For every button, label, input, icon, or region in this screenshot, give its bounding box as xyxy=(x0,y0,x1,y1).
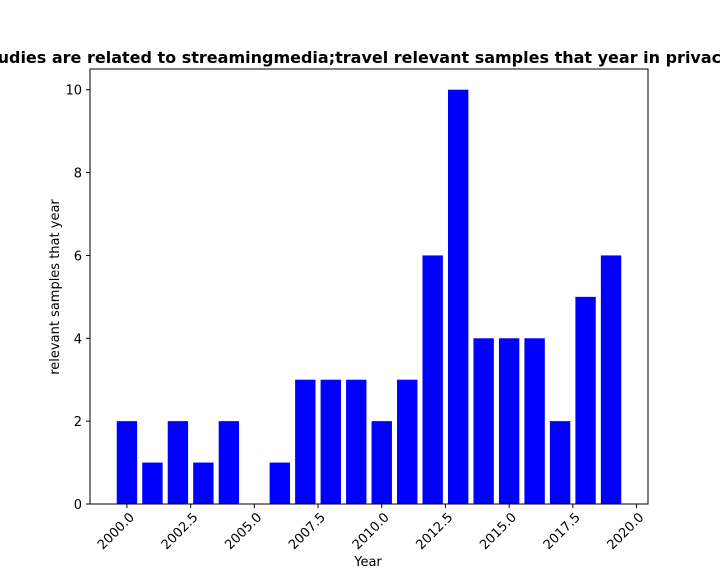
bar-2007 xyxy=(295,379,316,504)
bar-2018 xyxy=(575,296,596,504)
bar-2013 xyxy=(447,89,469,504)
x-tick-label: 2007.5 xyxy=(286,510,329,553)
x-tick-label: 2000.0 xyxy=(95,510,138,553)
plot-area: 0 2 4 6 8 10 2000.0 2002.5 2005.0 2007.5 2010.0 201… xyxy=(65,68,649,553)
bar-2010 xyxy=(371,421,392,504)
bar-2017 xyxy=(549,421,571,504)
bar-2015 xyxy=(498,338,520,504)
x-tick-label: 2015.0 xyxy=(477,510,520,553)
y-tick-label: 6 xyxy=(74,249,82,264)
bar-2014 xyxy=(473,338,494,504)
bar-2019 xyxy=(600,255,622,504)
bar-2008 xyxy=(320,379,341,504)
bar-2000 xyxy=(116,421,138,504)
bar-2003 xyxy=(193,462,214,504)
y-tick-label: 4 xyxy=(74,332,82,347)
bar-2002 xyxy=(167,421,189,504)
x-tick-label: 2012.5 xyxy=(413,510,456,553)
x-tick-label: 2002.5 xyxy=(159,510,202,553)
chart-title: Studies are related to streamingmedia;tr… xyxy=(0,48,720,67)
x-tick-label: 2010.0 xyxy=(350,510,393,553)
x-tick-label: 2005.0 xyxy=(222,510,265,553)
y-tick-label: 2 xyxy=(74,415,82,430)
bar-2001 xyxy=(142,462,163,504)
y-tick-label: 0 xyxy=(74,498,82,513)
bar-2009 xyxy=(346,379,367,504)
x-tick-label: 2017.5 xyxy=(541,510,584,553)
x-axis-label: Year xyxy=(353,555,382,570)
plot-frame xyxy=(89,68,649,505)
bar-2006 xyxy=(269,462,291,504)
y-tick-label: 10 xyxy=(65,84,82,99)
y-axis-label: relevant samples that year xyxy=(48,199,63,375)
x-tick-label: 2020.0 xyxy=(605,510,648,553)
bar-2011 xyxy=(397,379,418,504)
bar-2016 xyxy=(524,338,545,504)
y-tick-label: 8 xyxy=(74,167,82,182)
bar-2012 xyxy=(422,255,443,504)
bar-2004 xyxy=(218,421,240,504)
